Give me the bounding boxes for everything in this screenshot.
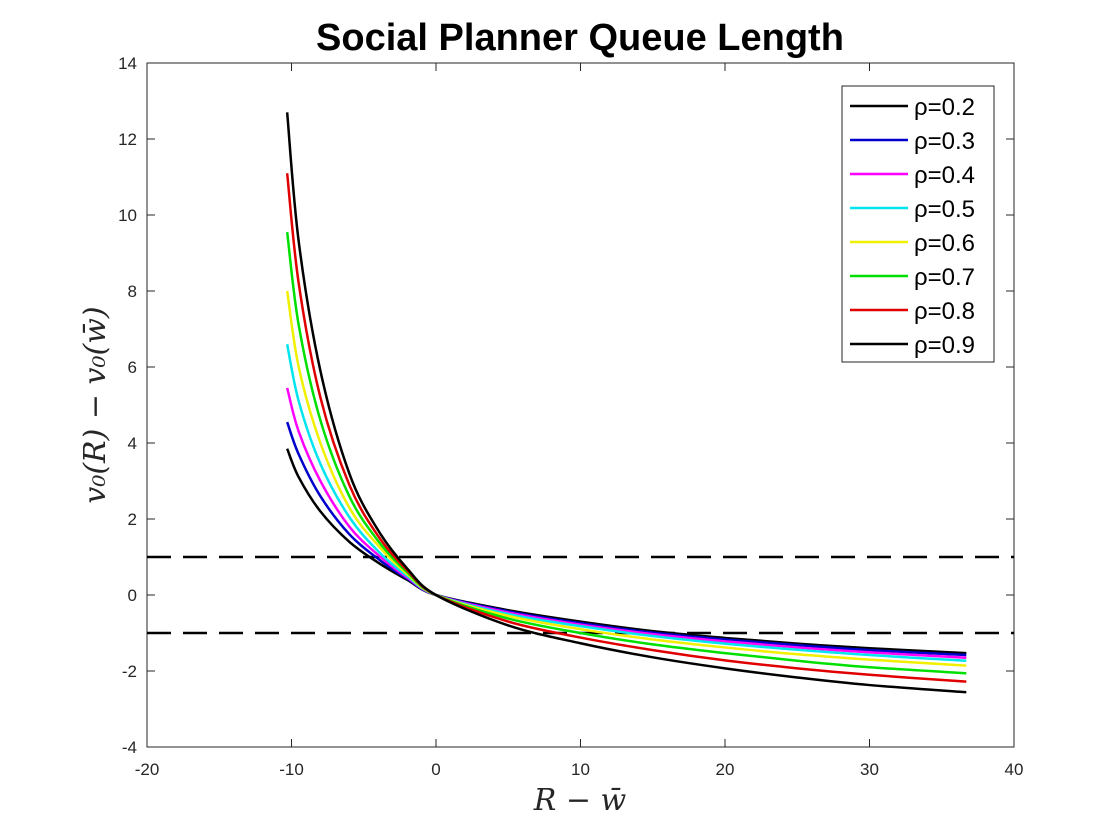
y-tick-label: 12 — [118, 130, 137, 149]
legend-label: ρ=0.9 — [914, 332, 975, 359]
series-line-7 — [285, 173, 967, 683]
y-tick-label: -2 — [122, 662, 137, 681]
y-tick-label: -4 — [122, 738, 137, 757]
x-tick-label: 0 — [431, 760, 440, 779]
x-tick-label: 30 — [860, 760, 879, 779]
x-tick-label: 40 — [1005, 760, 1024, 779]
y-tick-label: 6 — [128, 358, 137, 377]
y-tick-label: 8 — [128, 282, 137, 301]
y-tick-label: 10 — [118, 206, 137, 225]
legend-label: ρ=0.6 — [914, 230, 975, 257]
legend-box — [841, 85, 995, 363]
legend-label: ρ=0.2 — [914, 94, 975, 121]
x-tick-label: 20 — [716, 760, 735, 779]
series-line-8 — [285, 112, 967, 694]
x-tick-label: -10 — [279, 760, 304, 779]
x-tick-label: 10 — [571, 760, 590, 779]
y-axis-label: v₀(R) − v₀(w̄) — [78, 306, 113, 503]
chart-title: Social Planner Queue Length — [316, 17, 844, 59]
legend-label: ρ=0.3 — [914, 128, 975, 155]
series-line-6 — [285, 231, 967, 675]
y-tick-label: 2 — [128, 510, 137, 529]
x-tick-label: -20 — [135, 760, 160, 779]
legend: ρ=0.2 ρ=0.3 ρ=0.4 ρ=0.5 ρ=0.6 ρ=0.7 ρ=0.8 ρ=0.9 — [841, 85, 995, 363]
y-tick-label: 4 — [128, 434, 137, 453]
legend-label: ρ=0.8 — [914, 298, 975, 325]
legend-label: ρ=0.7 — [914, 264, 975, 291]
series-line-5 — [285, 290, 967, 667]
y-tick-label: 0 — [128, 586, 137, 605]
y-tick-label: 14 — [118, 54, 137, 73]
legend-label: ρ=0.4 — [914, 162, 975, 189]
series-line-4 — [285, 343, 967, 662]
legend-label: ρ=0.5 — [914, 196, 975, 223]
x-axis-label: R − w̄ — [533, 783, 627, 818]
series-line-3 — [285, 387, 967, 659]
